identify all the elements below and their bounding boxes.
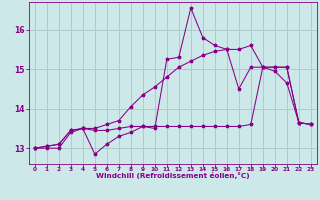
X-axis label: Windchill (Refroidissement éolien,°C): Windchill (Refroidissement éolien,°C): [96, 172, 250, 179]
